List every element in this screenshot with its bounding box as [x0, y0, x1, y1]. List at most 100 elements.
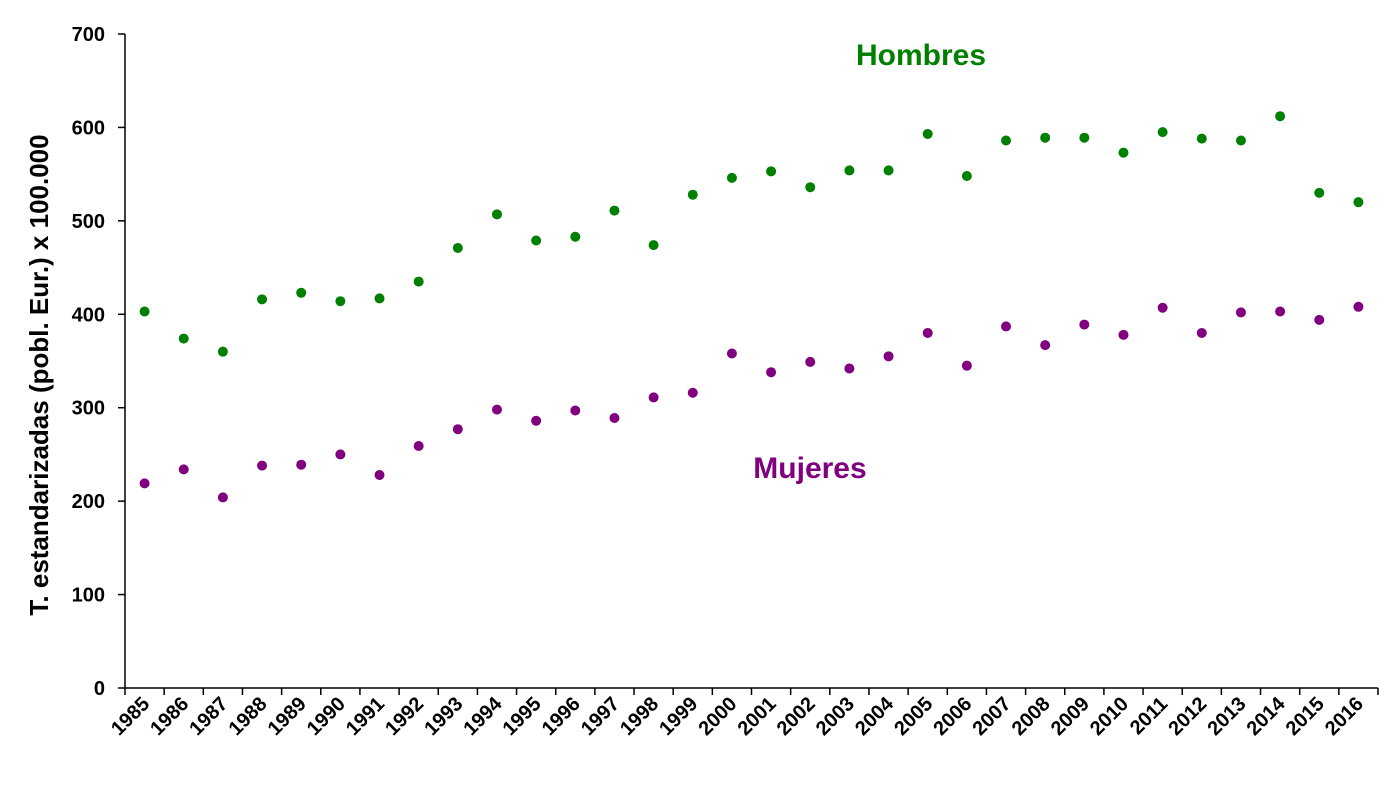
x-tick-label: 2004 [851, 692, 899, 740]
data-point-mujeres [688, 388, 698, 398]
data-points [140, 111, 1364, 502]
y-tick-label: 600 [72, 117, 105, 139]
data-point-mujeres [335, 449, 345, 459]
data-point-hombres [1314, 188, 1324, 198]
x-tick-label: 1991 [342, 693, 389, 740]
data-point-mujeres [414, 441, 424, 451]
x-tick-label: 2016 [1321, 693, 1368, 740]
data-point-hombres [335, 296, 345, 306]
data-point-mujeres [1197, 328, 1207, 338]
data-point-mujeres [649, 392, 659, 402]
data-point-mujeres [727, 349, 737, 359]
data-point-mujeres [140, 478, 150, 488]
x-tick-label: 2000 [694, 693, 741, 740]
data-point-hombres [923, 129, 933, 139]
x-tick-label: 1986 [146, 693, 193, 740]
x-tick-label: 1997 [577, 693, 624, 740]
data-point-mujeres [805, 357, 815, 367]
x-tick-label: 1996 [538, 693, 585, 740]
x-tick-label: 2005 [890, 693, 937, 740]
data-point-mujeres [375, 470, 385, 480]
series-mujeres [140, 302, 1364, 503]
x-tick-label: 1989 [264, 693, 311, 740]
data-point-mujeres [296, 460, 306, 470]
data-point-mujeres [609, 413, 619, 423]
y-tick-label: 500 [72, 211, 105, 233]
x-tick-label: 2014 [1243, 692, 1291, 740]
data-point-hombres [375, 293, 385, 303]
data-point-hombres [962, 171, 972, 181]
data-point-hombres [805, 182, 815, 192]
data-point-mujeres [1314, 315, 1324, 325]
data-point-hombres [1040, 133, 1050, 143]
data-point-mujeres [884, 351, 894, 361]
x-tick-label: 1987 [185, 693, 232, 740]
y-axis-label: T. estandarizadas (pobl. Eur.) x 100.000 [24, 134, 54, 615]
data-point-hombres [727, 173, 737, 183]
data-point-mujeres [257, 461, 267, 471]
data-point-mujeres [218, 492, 228, 502]
data-point-mujeres [1236, 307, 1246, 317]
data-point-mujeres [1353, 302, 1363, 312]
data-point-hombres [257, 294, 267, 304]
data-point-mujeres [1001, 321, 1011, 331]
data-point-hombres [1118, 148, 1128, 158]
x-tick-label: 1990 [303, 693, 350, 740]
y-tick-label: 300 [72, 398, 105, 420]
data-point-mujeres [1040, 340, 1050, 350]
data-point-mujeres [492, 405, 502, 415]
y-tick-label: 400 [72, 304, 105, 326]
data-point-hombres [688, 190, 698, 200]
data-point-hombres [492, 209, 502, 219]
x-tick-label: 2015 [1282, 693, 1329, 740]
data-point-mujeres [1158, 303, 1168, 313]
data-point-hombres [140, 306, 150, 316]
x-tick-label: 1988 [225, 693, 272, 740]
y-tick-label: 200 [72, 491, 105, 513]
x-tick-label: 2012 [1164, 693, 1211, 740]
data-point-hombres [414, 277, 424, 287]
data-point-mujeres [844, 363, 854, 373]
series-label-hombres: Hombres [856, 39, 986, 72]
x-tick-label: 2009 [1047, 693, 1094, 740]
data-point-hombres [218, 347, 228, 357]
series-hombres [140, 111, 1364, 356]
y-axis-ticks: 0 100 200 300 400 500 600 700 [72, 24, 125, 700]
data-point-mujeres [1079, 320, 1089, 330]
data-point-hombres [884, 165, 894, 175]
x-tick-label: 1992 [381, 693, 428, 740]
x-tick-label: 2011 [1126, 693, 1172, 739]
data-point-hombres [609, 206, 619, 216]
axes [125, 34, 1378, 688]
data-point-mujeres [1275, 306, 1285, 316]
y-tick-label: 100 [72, 585, 105, 607]
y-tick-label: 0 [94, 678, 105, 700]
data-point-hombres [1079, 133, 1089, 143]
data-point-mujeres [962, 361, 972, 371]
data-point-hombres [570, 232, 580, 242]
data-point-hombres [296, 288, 306, 298]
x-tick-label: 2010 [1086, 693, 1133, 740]
x-tick-label: 2007 [969, 693, 1016, 740]
data-point-hombres [1158, 127, 1168, 137]
x-tick-label: 1985 [107, 693, 154, 740]
data-point-hombres [531, 235, 541, 245]
data-point-mujeres [179, 464, 189, 474]
data-point-mujeres [453, 424, 463, 434]
x-tick-label: 2003 [812, 693, 859, 740]
x-tick-label: 2002 [773, 693, 820, 740]
data-point-hombres [1001, 136, 1011, 146]
data-point-hombres [1197, 134, 1207, 144]
data-point-mujeres [923, 328, 933, 338]
data-point-hombres [1275, 111, 1285, 121]
x-tick-label: 2001 [734, 693, 781, 740]
data-point-hombres [453, 243, 463, 253]
x-tick-label: 2013 [1203, 693, 1250, 740]
data-point-hombres [844, 165, 854, 175]
x-tick-label: 2008 [1008, 693, 1055, 740]
data-point-hombres [766, 166, 776, 176]
x-tick-label: 1998 [616, 693, 663, 740]
data-point-mujeres [570, 406, 580, 416]
